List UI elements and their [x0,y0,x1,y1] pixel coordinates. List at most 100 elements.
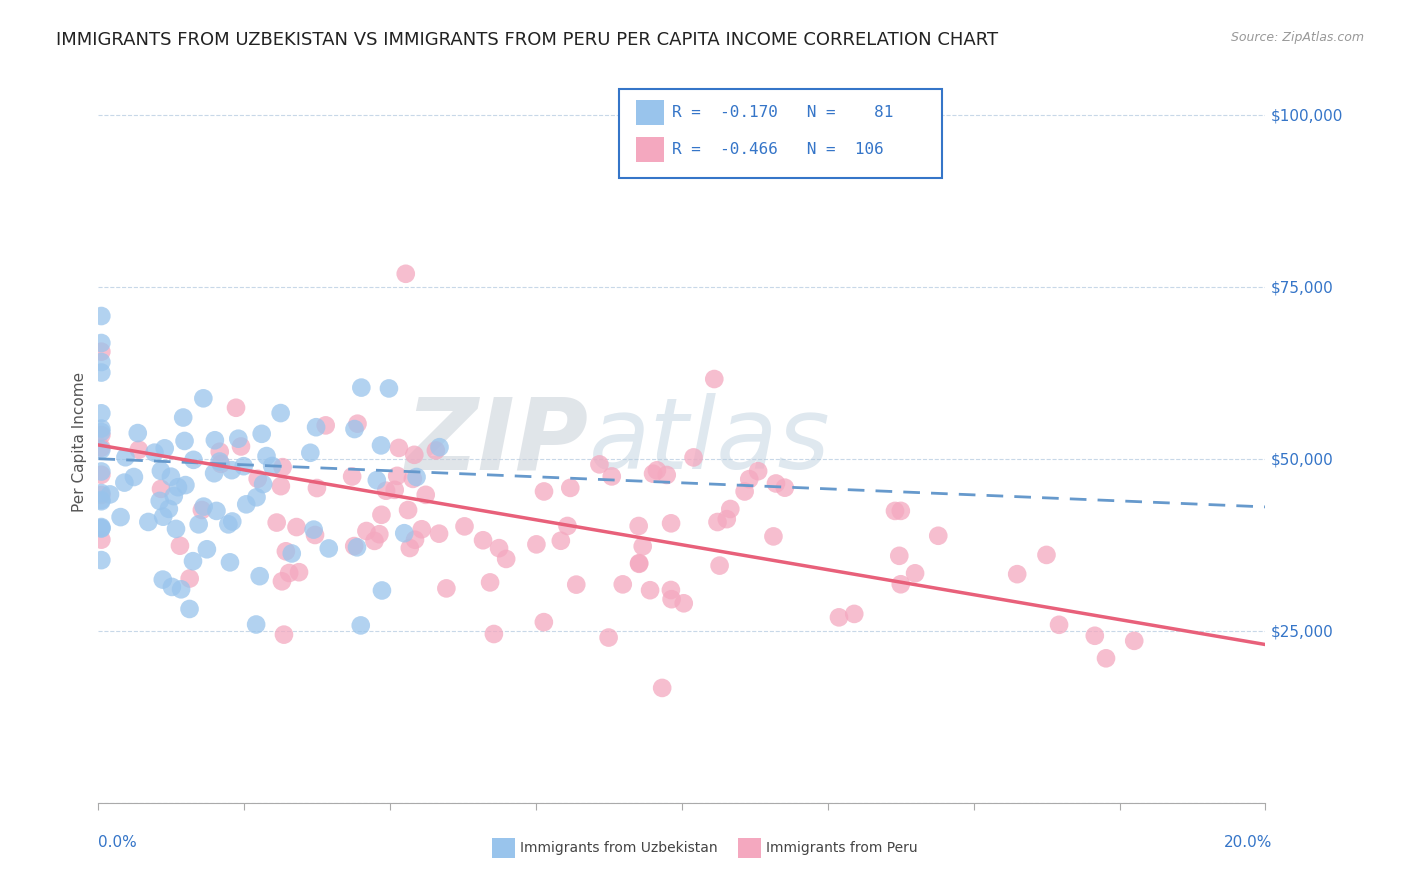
Point [598,631,620,645]
Point [143,445,166,459]
Point [209,457,232,471]
Point [370,508,392,522]
Point [631,539,654,553]
Y-axis label: Per Capita Income: Per Capita Income [72,371,87,512]
Point [160,469,183,483]
Point [271,460,294,475]
Point [225,401,247,415]
Point [305,420,328,434]
Point [232,459,254,474]
Point [193,392,215,406]
Point [404,448,426,462]
Point [90,492,112,507]
Point [153,442,176,456]
Point [195,542,218,557]
Text: 0.0%: 0.0% [98,836,138,850]
Point [305,481,328,495]
Point [90,442,112,457]
Point [90,488,112,502]
Point [651,681,673,695]
Point [169,539,191,553]
Point [661,592,683,607]
Point [288,565,311,579]
Point [90,520,112,534]
Point [375,483,398,498]
Point [773,481,796,495]
Point [398,541,420,555]
Point [90,467,112,482]
Point [274,544,297,558]
Point [904,566,927,581]
Text: IMMIGRANTS FROM UZBEKISTAN VS IMMIGRANTS FROM PERU PER CAPITA INCOME CORRELATION: IMMIGRANTS FROM UZBEKISTAN VS IMMIGRANTS… [56,31,998,49]
Text: Immigrants from Peru: Immigrants from Peru [766,841,918,855]
Point [90,521,112,535]
Point [165,522,187,536]
Point [889,549,911,563]
Point [221,463,243,477]
Point [1123,633,1146,648]
Point [709,558,731,573]
Point [415,488,437,502]
Point [245,617,267,632]
Text: 20.0%: 20.0% [1225,836,1272,850]
Text: R =  -0.466   N =  106: R = -0.466 N = 106 [672,143,884,157]
Point [411,522,433,536]
Point [122,470,145,484]
Point [734,484,756,499]
Point [90,421,112,435]
Point [90,533,112,547]
Point [350,618,373,632]
Point [202,467,225,481]
Point [402,472,425,486]
Point [167,480,190,494]
Point [204,434,226,448]
Point [588,458,610,472]
Point [281,546,304,560]
Point [302,523,325,537]
Point [495,552,517,566]
Point [299,446,322,460]
Point [1005,567,1028,582]
Point [394,526,416,541]
Point [246,472,269,486]
Point [427,526,450,541]
Point [226,432,249,446]
Point [600,469,623,483]
Point [429,440,451,454]
Point [149,494,172,508]
Text: Source: ZipAtlas.com: Source: ZipAtlas.com [1230,31,1364,45]
Point [645,463,668,477]
Point [249,569,271,583]
Point [205,504,228,518]
Point [762,529,785,543]
Point [193,500,215,514]
Point [191,503,214,517]
Point [315,418,337,433]
Point [526,537,548,551]
Point [396,503,419,517]
Point [271,574,294,589]
Point [181,554,204,568]
Point [208,454,231,468]
Point [1035,548,1057,562]
Point [221,515,243,529]
Point [659,582,682,597]
Point [706,515,728,529]
Text: atlas: atlas [589,393,830,490]
Point [404,533,426,547]
Point [890,504,912,518]
Point [479,575,502,590]
Point [90,336,112,351]
Point [266,516,288,530]
Point [262,458,284,473]
Point [90,465,112,479]
Point [183,453,205,467]
Point [170,582,193,597]
Point [371,583,394,598]
Point [1047,617,1070,632]
Point [112,475,135,490]
Point [90,366,112,380]
Point [434,582,457,596]
Point [90,553,112,567]
Point [98,487,121,501]
